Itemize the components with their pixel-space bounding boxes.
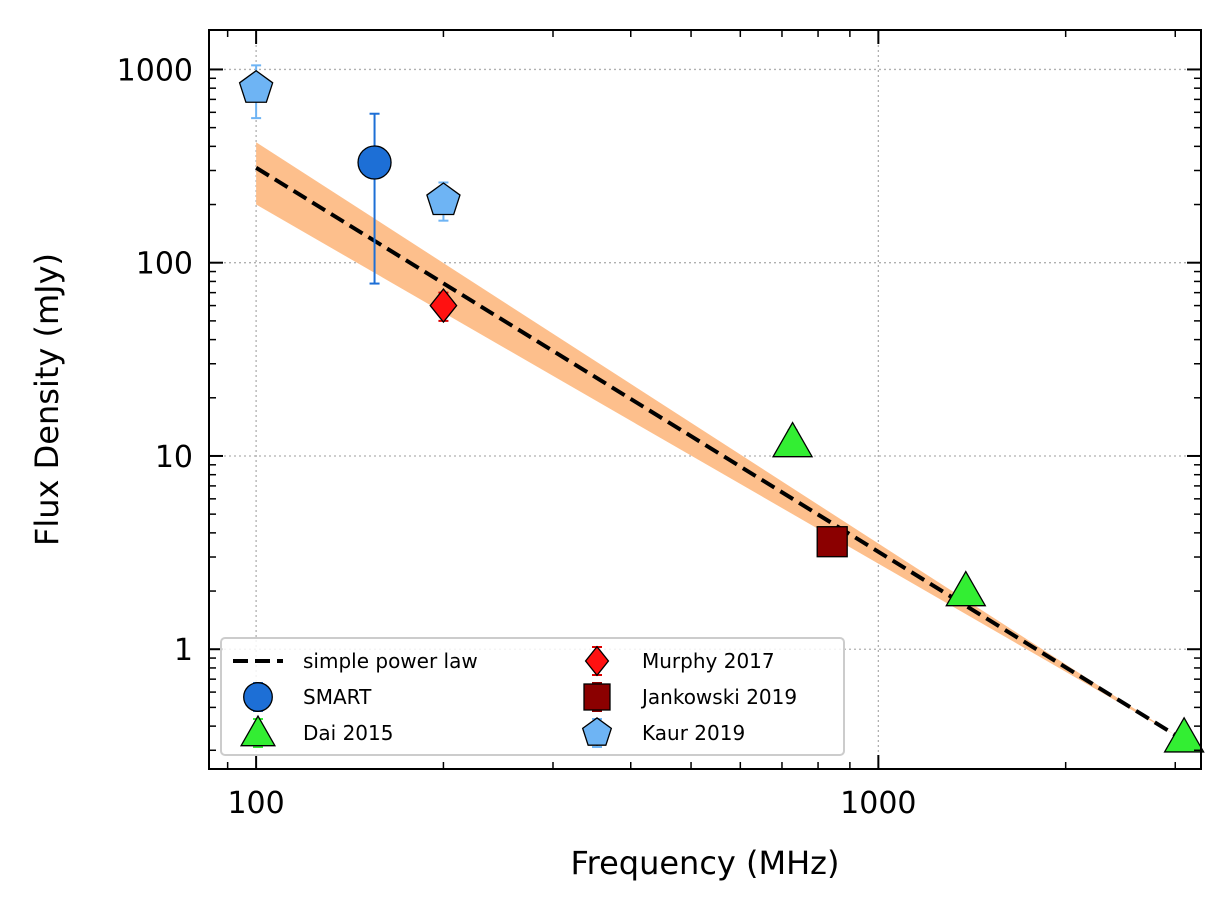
y-tick-label: 10 — [155, 440, 193, 475]
y-tick-label: 1 — [174, 633, 193, 668]
murphy-2017-marker — [429, 288, 458, 324]
legend-item-jankowski-2019: Jankowski 2019 — [583, 682, 797, 712]
fit-line — [255, 166, 1177, 737]
plot-frame — [208, 29, 1202, 770]
legend-label: Kaur 2019 — [642, 721, 745, 745]
legend-item-smart: SMART — [243, 682, 372, 712]
dai-2015-marker — [1163, 716, 1205, 753]
legend-marker — [581, 717, 613, 746]
y-tick-label: 1000 — [117, 53, 193, 88]
legend-label: SMART — [303, 685, 372, 709]
legend-label: Jankowski 2019 — [640, 685, 797, 709]
power-law-fit-line — [255, 166, 1177, 737]
jankowski-2019-point — [816, 526, 848, 558]
y-tick-label: 100 — [136, 247, 193, 282]
dai-2015-point — [1163, 716, 1205, 753]
legend-label: Dai 2015 — [303, 721, 393, 745]
murphy-2017-point — [429, 288, 458, 324]
legend-marker — [583, 683, 611, 711]
legend-marker — [584, 645, 610, 677]
tick-labels: 100 1000 1 10 100 1000 — [117, 53, 917, 821]
power-law-uncertainty-band — [256, 142, 1176, 735]
x-axis-label: Frequency (MHz) — [571, 844, 840, 882]
legend: simple power law SMART Dai 2015 Murphy 2017… — [220, 637, 845, 756]
legend-item-murphy-2017: Murphy 2017 — [584, 645, 775, 677]
jankowski-2019-marker — [816, 526, 848, 558]
legend-label: Murphy 2017 — [642, 649, 775, 673]
kaur-2019-marker — [238, 69, 274, 103]
kaur-2019-point — [426, 181, 461, 222]
legend-item-dai-2015: Dai 2015 — [239, 714, 393, 748]
kaur-2019-point — [238, 64, 274, 120]
dai-2015-marker — [945, 570, 987, 607]
y-axis-label: Flux Density (mJy) — [28, 253, 66, 546]
uncertainty-band-area — [256, 142, 1176, 735]
smart-point — [357, 112, 392, 285]
kaur-2019-marker — [426, 182, 461, 216]
x-tick-label: 100 — [227, 786, 284, 821]
legend-marker — [243, 682, 273, 712]
smart-marker — [357, 145, 392, 180]
legend-item-simple-power-law: simple power law — [233, 649, 478, 673]
legend-item-kaur-2019: Kaur 2019 — [581, 717, 745, 748]
legend-marker — [239, 714, 277, 747]
data-points — [238, 64, 1205, 753]
x-tick-label: 1000 — [840, 786, 916, 821]
dai-2015-point — [945, 570, 987, 607]
axis-ticks — [209, 30, 1201, 769]
dai-2015-marker — [771, 421, 814, 458]
legend-box — [220, 637, 845, 756]
legend-label: simple power law — [303, 649, 478, 673]
dai-2015-point — [771, 421, 814, 458]
